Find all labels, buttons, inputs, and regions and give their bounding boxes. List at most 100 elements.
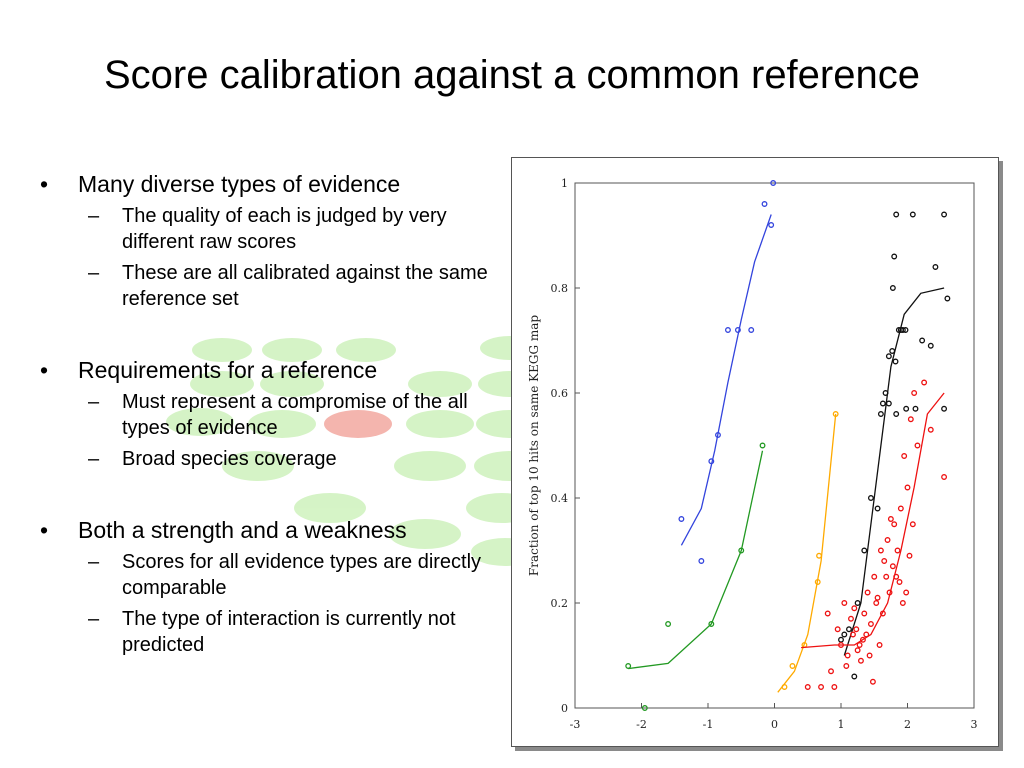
sub-bullet-marker: – — [88, 205, 100, 227]
series-4-point — [889, 563, 896, 570]
sub-bullet-species-coverage: – Broad species coverage — [40, 446, 510, 472]
y-tick-label: 0 — [561, 702, 568, 715]
series-4-point — [834, 626, 841, 633]
series-4-point — [871, 573, 878, 580]
series-4-point — [863, 631, 870, 638]
series-0-fit-curve — [680, 214, 772, 546]
series-4-point — [927, 426, 934, 433]
sub-bullet-raw-scores: – The quality of each is judged by very d… — [40, 203, 510, 255]
bullet-marker: • — [40, 517, 49, 543]
bullet-list: • Many diverse types of evidence – The qua… — [40, 166, 510, 658]
series-2-point — [814, 579, 821, 585]
series-3-point — [902, 327, 909, 333]
series-4-point — [893, 573, 900, 580]
series-3-point — [944, 295, 951, 302]
series-4-point — [874, 594, 881, 601]
series-3-point — [867, 495, 874, 501]
series-2-fit-curve — [777, 413, 837, 693]
series-4-point — [861, 610, 868, 617]
series-0-point — [734, 327, 741, 333]
y-tick-label: 0.6 — [551, 387, 569, 400]
x-tick-label: 1 — [838, 718, 845, 731]
series-4-point — [850, 631, 856, 638]
plot-area-border — [574, 182, 975, 709]
series-4-point — [828, 668, 834, 675]
sub-bullet-marker: – — [88, 391, 100, 413]
series-3-point — [889, 285, 896, 291]
series-0-point — [698, 558, 705, 564]
sub-bullet-calibrated: – These are all calibrated against the sa… — [40, 260, 510, 312]
series-3-point — [882, 390, 889, 396]
series-4-point — [831, 684, 838, 690]
bullet-marker: • — [40, 171, 49, 197]
series-4-point — [864, 589, 871, 596]
series-4-point — [818, 684, 824, 690]
series-3-point — [932, 264, 939, 270]
sub-bullet-not-predicted: – The type of interaction is currently no… — [40, 606, 510, 658]
series-4-point — [894, 547, 901, 554]
sub-bullet-compromise: – Must represent a compromise of the all … — [40, 389, 510, 441]
series-0-point — [715, 432, 721, 438]
series-4-point — [901, 453, 908, 459]
sub-bullet-text: Scores for all evidence types are direct… — [122, 551, 482, 599]
series-4-point — [853, 626, 860, 633]
series-3-point — [899, 327, 906, 333]
bullet-strength-weakness: • Both a strength and a weakness — [40, 516, 510, 544]
series-4-point — [856, 642, 863, 648]
sub-bullet-comparable: – Scores for all evidence types are direc… — [40, 549, 510, 601]
series-4-point — [899, 600, 906, 606]
series-3-point — [851, 673, 858, 680]
series-2-point — [789, 663, 796, 669]
series-4-point — [914, 442, 921, 449]
chart-panel: 0 0.2 0.4 0.6 0.8 1 -3 -2 -1 0 1 2 3 Fraction of top … — [511, 157, 999, 747]
sub-bullet-text: These are all calibrated against the sam… — [122, 262, 488, 310]
x-tick-label: -2 — [636, 718, 647, 731]
series-3-point — [877, 411, 884, 417]
series-3-point — [919, 337, 926, 344]
series-3-point — [841, 631, 848, 638]
series-4-point — [841, 600, 848, 606]
series-4-point — [869, 678, 876, 685]
series-4-point — [844, 652, 851, 659]
series-4-point — [887, 516, 894, 522]
sub-bullet-text: Broad species coverage — [122, 448, 337, 470]
series-2-point — [781, 684, 788, 690]
series-3-point — [893, 411, 900, 417]
series-3-fit-curve — [843, 287, 945, 656]
x-tick-label: 0 — [771, 718, 778, 731]
bullet-evidence-types: • Many diverse types of evidence — [40, 170, 510, 198]
sub-bullet-text: The quality of each is judged by very di… — [122, 205, 447, 253]
series-0-point — [708, 458, 715, 465]
series-0-point — [748, 327, 755, 333]
series-3-point — [885, 353, 892, 360]
series-0-point — [770, 180, 777, 186]
series-4-point — [804, 684, 811, 690]
slide-title: Score calibration against a common refer… — [104, 53, 920, 97]
series-4-point — [903, 589, 910, 596]
series-4-point — [886, 589, 893, 596]
series-1-point — [625, 663, 632, 669]
series-4-point — [873, 600, 880, 606]
series-4-point — [911, 390, 918, 396]
series-4-point — [883, 573, 890, 580]
x-tick-label: 2 — [904, 718, 911, 731]
bullet-reference-requirements: • Requirements for a reference — [40, 356, 510, 384]
sub-bullet-marker: – — [88, 608, 100, 630]
series-4-point — [897, 505, 904, 512]
series-2-point — [832, 411, 839, 417]
series-1-point — [708, 621, 715, 627]
series-3-point — [909, 211, 916, 218]
series-1-point — [759, 442, 766, 449]
y-tick-label: 0.4 — [551, 492, 569, 505]
sub-bullet-marker: – — [88, 448, 100, 470]
series-4-point — [851, 605, 858, 612]
series-3-point — [892, 358, 899, 365]
series-4-point — [921, 379, 928, 386]
x-tick-label: -1 — [703, 718, 714, 731]
series-0-point — [768, 222, 775, 228]
series-3-point — [891, 253, 898, 260]
series-3-point — [879, 400, 886, 407]
series-4-point — [884, 537, 891, 543]
y-tick-label: 1 — [561, 177, 568, 190]
series-4-point — [881, 558, 888, 564]
